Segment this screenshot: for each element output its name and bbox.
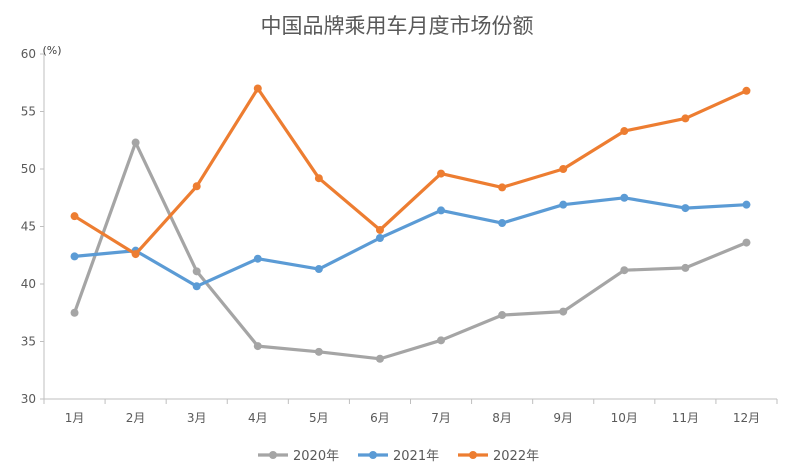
legend-item: 2022年 [458, 449, 539, 464]
data-point [314, 174, 323, 183]
data-point [559, 200, 568, 209]
data-point [70, 308, 79, 317]
x-tick-label: 9月 [553, 411, 573, 425]
y-tick-label: 55 [21, 105, 36, 119]
series-1 [70, 138, 751, 363]
data-point [620, 127, 629, 136]
data-point [131, 138, 140, 147]
legend-label: 2022年 [493, 449, 539, 464]
legend-marker [469, 451, 477, 459]
x-tick-label: 11月 [672, 411, 699, 425]
data-point [192, 282, 201, 291]
series-3 [70, 84, 751, 259]
data-point [375, 225, 384, 234]
y-tick-label: 30 [21, 392, 36, 406]
x-tick-label: 7月 [431, 411, 451, 425]
series-line [72, 86, 749, 256]
data-point [375, 354, 384, 363]
data-point [375, 234, 384, 242]
data-point [498, 311, 507, 320]
data-point [742, 238, 751, 247]
legend-label: 2021年 [393, 449, 439, 464]
data-point [253, 84, 262, 93]
series-line [72, 141, 749, 361]
x-tick-label: 10月 [611, 411, 638, 425]
y-tick-label: 50 [21, 162, 36, 176]
data-point [70, 212, 79, 221]
legend-marker [269, 451, 277, 459]
data-point [559, 165, 568, 173]
data-point [620, 266, 629, 275]
data-point [192, 182, 201, 191]
x-tick-label: 2月 [126, 411, 146, 425]
series-layer [70, 84, 751, 363]
x-tick-label: 12月 [733, 411, 760, 425]
x-tick-label: 4月 [248, 411, 268, 425]
series-2 [70, 193, 751, 291]
data-point [192, 267, 201, 276]
x-tick-label: 6月 [370, 411, 390, 425]
x-tick-label: 1月 [65, 411, 85, 425]
data-point [681, 263, 690, 272]
y-tick-label: 60 [21, 47, 36, 61]
y-tick-label: 35 [21, 335, 36, 349]
x-tick-label: 3月 [187, 411, 207, 425]
legend-marker [369, 451, 377, 459]
legend-item: 2020年 [258, 449, 339, 464]
axes: 30 35 40 45 50 55 60 1月 2月 3月 4月 5月 6月 7月 8月 9月 10月 11月 12… [21, 47, 778, 425]
legend: 2020年 2021年 2022年 [258, 449, 539, 464]
data-point [314, 347, 323, 356]
data-point [620, 193, 629, 202]
data-point [70, 252, 79, 261]
legend-label: 2020年 [293, 449, 339, 464]
data-point [437, 206, 446, 215]
data-point [742, 200, 751, 209]
series-line [72, 196, 749, 288]
chart-title: 中国品牌乘用车月度市场份额 [261, 14, 534, 38]
data-point [559, 307, 568, 316]
data-point [437, 169, 446, 178]
data-point [681, 204, 690, 213]
y-axis-unit: (%) [42, 44, 61, 57]
data-point [681, 114, 690, 123]
legend-item: 2021年 [358, 449, 439, 464]
data-point [314, 265, 323, 274]
data-point [498, 219, 507, 228]
data-point [437, 336, 446, 345]
data-point [253, 254, 262, 263]
data-point [253, 342, 262, 351]
y-tick-label: 45 [21, 220, 36, 234]
x-tick-label: 8月 [492, 411, 512, 425]
y-tick-label: 40 [21, 277, 36, 291]
data-point [742, 86, 751, 95]
x-tick-label: 5月 [309, 411, 329, 425]
data-point [498, 183, 507, 192]
data-point [131, 250, 140, 259]
